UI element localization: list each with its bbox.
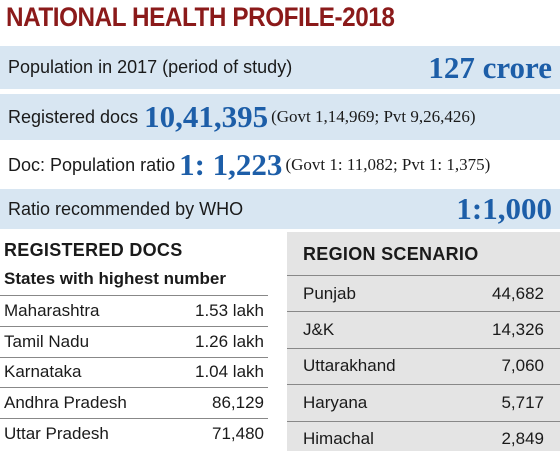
stat-row: Registered docs 10,41,395 (Govt 1,14,969… bbox=[0, 94, 560, 140]
stat-detail: (Govt 1: 11,082; Pvt 1: 1,375) bbox=[285, 155, 491, 174]
row-value: 14,326 bbox=[492, 320, 544, 340]
row-value: 1.04 lakh bbox=[195, 362, 264, 382]
stat-value: 127 crore bbox=[428, 49, 552, 85]
stat-row: Doc: Population ratio 1: 1,223 (Govt 1: … bbox=[0, 143, 560, 187]
row-label: J&K bbox=[303, 320, 335, 340]
panel-title: REGION SCENARIO bbox=[303, 244, 479, 264]
table-row: Haryana 5,717 bbox=[287, 384, 560, 420]
table: Punjab 44,682 J&K 14,326 Uttarakhand 7,060 Har… bbox=[287, 275, 560, 457]
table: Maharashtra 1.53 lakh Tamil Nadu 1.26 lakh K… bbox=[0, 295, 268, 449]
stat-label: Ratio recommended by WHO bbox=[8, 198, 244, 219]
row-label: Punjab bbox=[303, 283, 356, 303]
registered-docs-panel: REGISTERED DOCS States with highest numb… bbox=[0, 232, 268, 451]
table-row: Uttar Pradesh 71,480 bbox=[0, 418, 268, 449]
title: NATIONAL HEALTH PROFILE-2018 bbox=[6, 2, 395, 32]
row-label: Uttarakhand bbox=[303, 356, 396, 376]
panel-subtitle: States with highest number bbox=[4, 269, 226, 288]
stat-value: 1: 1,223 bbox=[179, 147, 283, 182]
stat-label: Registered docs bbox=[8, 106, 139, 127]
row-label: Uttar Pradesh bbox=[4, 424, 109, 444]
row-label: Tamil Nadu bbox=[4, 331, 90, 351]
row-label: Haryana bbox=[303, 392, 368, 412]
row-value: 71,480 bbox=[212, 424, 264, 444]
row-label: Andhra Pradesh bbox=[4, 393, 127, 413]
row-value: 1.53 lakh bbox=[195, 300, 264, 320]
region-panel: REGION SCENARIO Punjab 44,682 J&K 14,326 Utt… bbox=[287, 232, 560, 451]
row-value: 7,060 bbox=[501, 356, 544, 376]
row-value: 44,682 bbox=[492, 283, 544, 303]
stat-label: Doc: Population ratio bbox=[8, 154, 176, 175]
stat-detail: (Govt 1,14,969; Pvt 9,26,426) bbox=[271, 107, 476, 126]
row-label: Maharashtra bbox=[4, 300, 100, 320]
table-row: Maharashtra 1.53 lakh bbox=[0, 295, 268, 326]
table-row: Karnataka 1.04 lakh bbox=[0, 356, 268, 388]
stat-value: 1:1,000 bbox=[456, 191, 552, 226]
panel-title: REGISTERED DOCS bbox=[4, 240, 183, 260]
table-row: Punjab 44,682 bbox=[287, 275, 560, 311]
table-row: Himachal 2,849 bbox=[287, 420, 560, 457]
stat-value: 10,41,395 bbox=[144, 99, 269, 134]
row-label: Karnataka bbox=[4, 362, 82, 382]
row-value: 86,129 bbox=[212, 393, 264, 413]
row-value: 5,717 bbox=[501, 392, 544, 412]
row-value: 1.26 lakh bbox=[195, 331, 264, 351]
table-row: Andhra Pradesh 86,129 bbox=[0, 387, 268, 418]
stat-row: Population in 2017 (period of study) 127… bbox=[0, 46, 560, 89]
stat-label: Population in 2017 (period of study) bbox=[8, 57, 293, 77]
stat-row: Ratio recommended by WHO 1:1,000 bbox=[0, 189, 560, 229]
row-value: 2,849 bbox=[501, 429, 544, 449]
row-label: Himachal bbox=[303, 429, 374, 449]
table-row: Tamil Nadu 1.26 lakh bbox=[0, 325, 268, 357]
table-row: Uttarakhand 7,060 bbox=[287, 347, 560, 384]
table-row: J&K 14,326 bbox=[287, 311, 560, 347]
